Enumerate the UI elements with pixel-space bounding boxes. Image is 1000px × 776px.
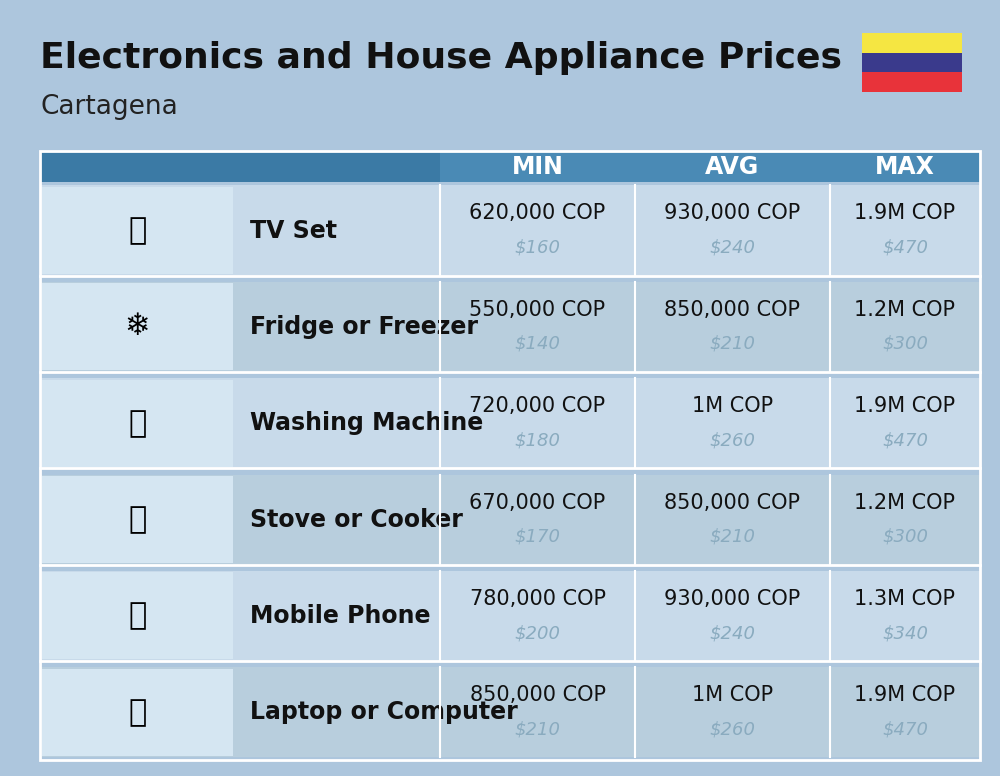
Text: 1.2M COP: 1.2M COP bbox=[854, 300, 956, 320]
Text: 850,000 COP: 850,000 COP bbox=[664, 300, 800, 320]
Bar bbox=[862, 72, 962, 92]
Text: 1.3M COP: 1.3M COP bbox=[854, 589, 956, 609]
Text: Cartagena: Cartagena bbox=[40, 94, 178, 120]
Text: 930,000 COP: 930,000 COP bbox=[664, 589, 801, 609]
Bar bbox=[40, 151, 980, 182]
Text: 🌀: 🌀 bbox=[128, 409, 147, 438]
Text: 1.9M COP: 1.9M COP bbox=[854, 397, 956, 416]
Bar bbox=[42, 573, 233, 660]
Text: 720,000 COP: 720,000 COP bbox=[469, 397, 606, 416]
Text: $260: $260 bbox=[709, 720, 756, 739]
Bar bbox=[42, 379, 233, 466]
Text: $210: $210 bbox=[709, 335, 756, 353]
Text: Fridge or Freezer: Fridge or Freezer bbox=[250, 315, 478, 339]
Text: AVG: AVG bbox=[705, 155, 760, 178]
Text: MIN: MIN bbox=[512, 155, 563, 178]
Bar bbox=[862, 33, 962, 53]
Text: 780,000 COP: 780,000 COP bbox=[470, 589, 606, 609]
Text: $260: $260 bbox=[709, 431, 756, 449]
Text: Stove or Cooker: Stove or Cooker bbox=[250, 508, 463, 532]
Text: $470: $470 bbox=[882, 238, 928, 257]
Text: $210: $210 bbox=[514, 720, 560, 739]
Text: 🍳: 🍳 bbox=[128, 505, 147, 534]
Text: $240: $240 bbox=[709, 624, 756, 642]
Text: 1.9M COP: 1.9M COP bbox=[854, 203, 956, 223]
Text: $180: $180 bbox=[514, 431, 560, 449]
Bar bbox=[40, 151, 440, 182]
Text: 930,000 COP: 930,000 COP bbox=[664, 203, 801, 223]
Text: $240: $240 bbox=[709, 238, 756, 257]
Bar bbox=[42, 669, 233, 756]
Bar bbox=[42, 476, 233, 563]
Text: 620,000 COP: 620,000 COP bbox=[469, 203, 606, 223]
Text: 1.2M COP: 1.2M COP bbox=[854, 493, 956, 512]
Bar bbox=[40, 474, 980, 565]
Bar bbox=[40, 571, 980, 661]
Text: 📺: 📺 bbox=[128, 216, 147, 245]
Text: Electronics and House Appliance Prices: Electronics and House Appliance Prices bbox=[40, 41, 842, 75]
Text: $160: $160 bbox=[514, 238, 560, 257]
Text: TV Set: TV Set bbox=[250, 219, 337, 243]
Text: $170: $170 bbox=[514, 528, 560, 546]
Text: $210: $210 bbox=[709, 528, 756, 546]
Text: 1.9M COP: 1.9M COP bbox=[854, 685, 956, 705]
Text: 📱: 📱 bbox=[128, 601, 147, 630]
Text: $470: $470 bbox=[882, 431, 928, 449]
Text: $470: $470 bbox=[882, 720, 928, 739]
Text: 💻: 💻 bbox=[128, 698, 147, 727]
Text: Mobile Phone: Mobile Phone bbox=[250, 604, 430, 628]
Text: 1M COP: 1M COP bbox=[692, 685, 773, 705]
Bar bbox=[862, 53, 962, 72]
Text: $300: $300 bbox=[882, 528, 928, 546]
Bar bbox=[40, 185, 980, 275]
Text: Washing Machine: Washing Machine bbox=[250, 411, 483, 435]
Text: $200: $200 bbox=[514, 624, 560, 642]
Text: ❄: ❄ bbox=[125, 313, 150, 341]
Text: 850,000 COP: 850,000 COP bbox=[470, 685, 606, 705]
Text: 1M COP: 1M COP bbox=[692, 397, 773, 416]
Text: $140: $140 bbox=[514, 335, 560, 353]
Bar bbox=[40, 282, 980, 372]
Bar bbox=[42, 187, 233, 274]
Bar bbox=[40, 151, 980, 760]
Text: Laptop or Computer: Laptop or Computer bbox=[250, 700, 518, 724]
Text: 850,000 COP: 850,000 COP bbox=[664, 493, 800, 512]
Text: MAX: MAX bbox=[875, 155, 935, 178]
Text: 550,000 COP: 550,000 COP bbox=[469, 300, 606, 320]
Bar bbox=[40, 378, 980, 468]
Text: $300: $300 bbox=[882, 335, 928, 353]
Bar bbox=[40, 667, 980, 757]
Bar bbox=[42, 283, 233, 370]
Text: 670,000 COP: 670,000 COP bbox=[469, 493, 606, 512]
Text: $340: $340 bbox=[882, 624, 928, 642]
